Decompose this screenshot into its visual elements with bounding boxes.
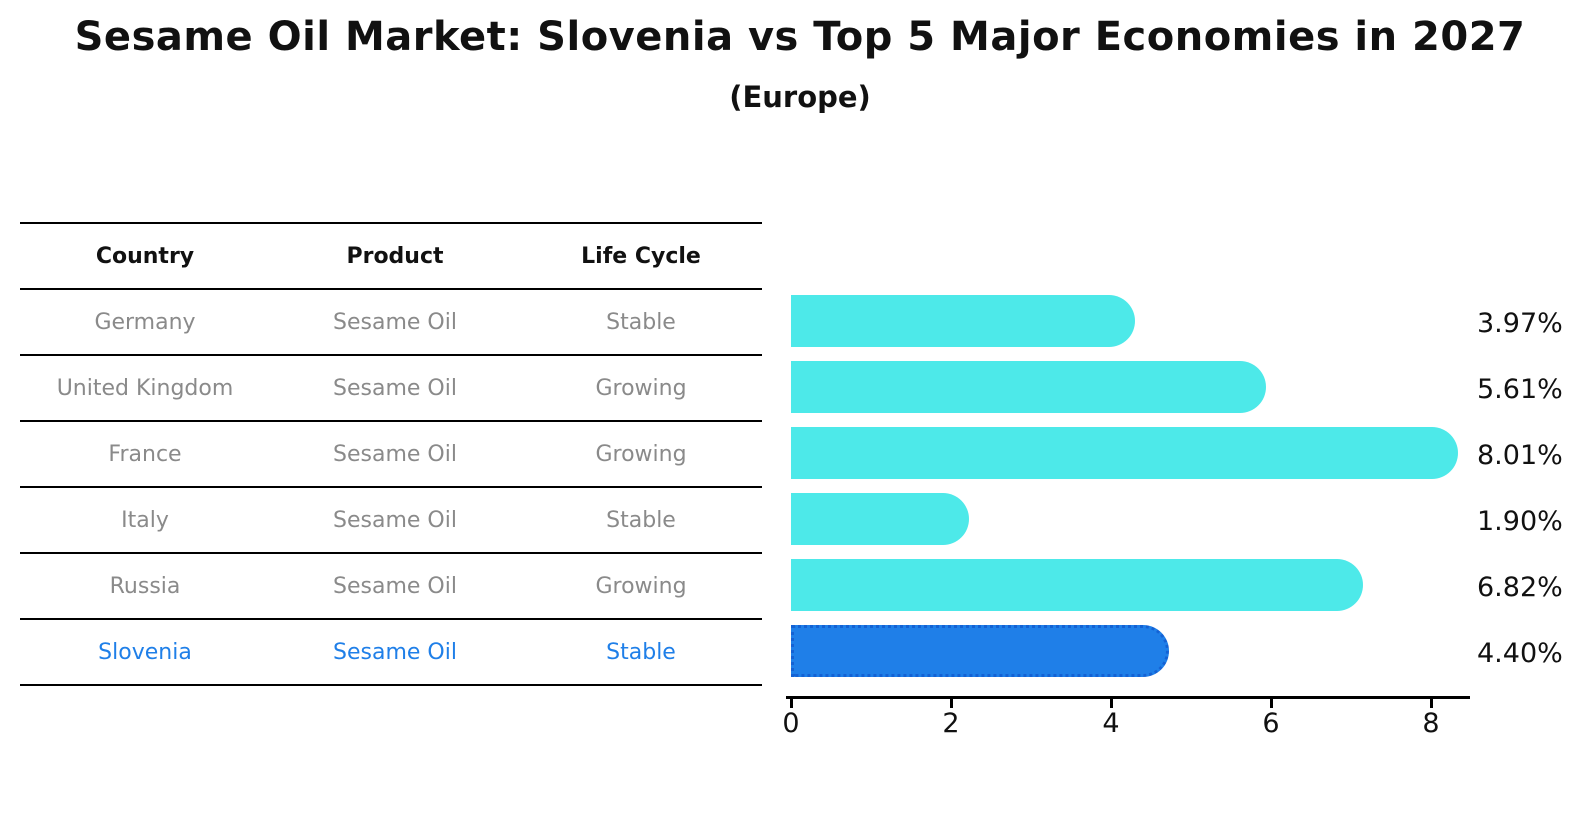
value-label-slovenia: 4.40% — [1477, 637, 1563, 669]
value-label-france: 8.01% — [1477, 439, 1563, 471]
cell-country: Italy — [121, 507, 169, 533]
table-row-italy: Italy Sesame Oil Stable — [20, 488, 762, 554]
value-label-russia: 6.82% — [1477, 571, 1563, 603]
bar-germany — [791, 295, 1135, 347]
value-label-germany: 3.97% — [1477, 307, 1563, 339]
table-row-russia: Russia Sesame Oil Growing — [20, 554, 762, 620]
cell-product: Sesame Oil — [333, 309, 457, 335]
cell-life-cycle: Growing — [595, 441, 687, 467]
table-header-row: Country Product Life Cycle — [20, 224, 762, 290]
cell-life-cycle: Growing — [595, 573, 687, 599]
table-header-country: Country — [95, 243, 195, 269]
value-label-united-kingdom: 5.61% — [1477, 373, 1563, 405]
x-tick-label-0: 0 — [782, 708, 800, 739]
x-axis-line — [786, 696, 1470, 699]
bar-slovenia — [791, 625, 1169, 677]
x-tick-label-8: 8 — [1422, 708, 1440, 739]
chart-subtitle: (Europe) — [729, 80, 871, 114]
cell-life-cycle: Stable — [606, 639, 676, 665]
cell-product: Sesame Oil — [333, 375, 457, 401]
cell-product: Sesame Oil — [333, 507, 457, 533]
table-row-united-kingdom: United Kingdom Sesame Oil Growing — [20, 356, 762, 422]
chart-title: Sesame Oil Market: Slovenia vs Top 5 Maj… — [74, 14, 1526, 60]
cell-product: Sesame Oil — [333, 639, 457, 665]
cell-product: Sesame Oil — [333, 441, 457, 467]
cell-country: France — [108, 441, 182, 467]
table-header-product: Product — [346, 243, 444, 269]
bar-united-kingdom — [791, 361, 1266, 413]
x-tick-mark-2 — [949, 699, 953, 708]
cell-country: Germany — [94, 309, 196, 335]
x-tick-mark-0 — [789, 699, 793, 708]
x-tick-mark-8 — [1429, 699, 1433, 708]
cell-country: United Kingdom — [56, 375, 234, 401]
cell-life-cycle: Stable — [606, 507, 676, 533]
x-tick-label-6: 6 — [1262, 708, 1280, 739]
cell-product: Sesame Oil — [333, 573, 457, 599]
cell-life-cycle: Stable — [606, 309, 676, 335]
table-row-france: France Sesame Oil Growing — [20, 422, 762, 488]
table-header-life-cycle: Life Cycle — [581, 243, 701, 269]
cell-country: Slovenia — [98, 639, 192, 665]
value-label-italy: 1.90% — [1477, 505, 1563, 537]
bar-russia — [791, 559, 1363, 611]
bar-france — [791, 427, 1458, 479]
x-tick-mark-6 — [1269, 699, 1273, 708]
x-tick-label-4: 4 — [1102, 708, 1120, 739]
cell-country: Russia — [109, 573, 181, 599]
table-row-germany: Germany Sesame Oil Stable — [20, 290, 762, 356]
x-tick-mark-4 — [1109, 699, 1113, 708]
bar-italy — [791, 493, 969, 545]
country-table: Country Product Life Cycle Germany Sesam… — [20, 222, 762, 686]
x-tick-label-2: 2 — [942, 708, 960, 739]
cell-life-cycle: Growing — [595, 375, 687, 401]
table-row-slovenia: Slovenia Sesame Oil Stable — [20, 620, 762, 686]
